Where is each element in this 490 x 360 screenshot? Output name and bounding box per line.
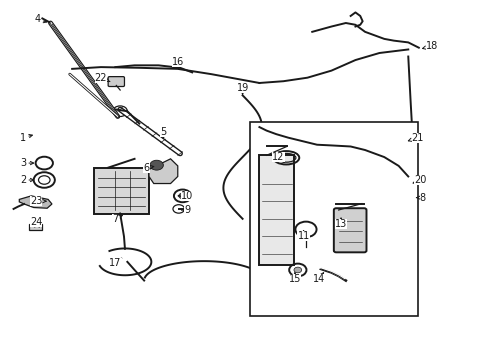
Text: 3: 3 (20, 158, 34, 168)
Text: 12: 12 (272, 152, 285, 162)
Text: 21: 21 (408, 133, 424, 143)
Text: 4: 4 (34, 14, 47, 24)
Text: 1: 1 (20, 133, 32, 143)
Text: 24: 24 (30, 217, 42, 228)
Text: 7: 7 (112, 214, 122, 224)
Text: 2: 2 (20, 175, 34, 185)
Text: 6: 6 (144, 163, 154, 173)
Text: 15: 15 (289, 273, 301, 284)
Text: 23: 23 (30, 196, 46, 206)
Text: 19: 19 (237, 83, 249, 94)
Circle shape (179, 193, 186, 199)
Text: 14: 14 (313, 273, 325, 284)
Text: 11: 11 (297, 230, 310, 242)
Text: 17: 17 (109, 258, 122, 268)
Text: 22: 22 (95, 73, 110, 83)
Polygon shape (149, 159, 178, 184)
Text: 8: 8 (416, 193, 426, 203)
Text: 18: 18 (422, 41, 439, 51)
FancyBboxPatch shape (334, 208, 367, 252)
Circle shape (150, 160, 163, 170)
Polygon shape (19, 196, 52, 208)
Bar (259, 155, 294, 265)
Bar (250, 122, 418, 316)
Text: 16: 16 (172, 57, 184, 68)
Text: 20: 20 (413, 175, 426, 185)
Text: 9: 9 (181, 205, 191, 215)
Text: 5: 5 (160, 127, 167, 138)
Bar (29, 224, 42, 230)
Circle shape (294, 267, 302, 273)
Text: 10: 10 (178, 191, 194, 201)
Text: 13: 13 (335, 218, 347, 229)
FancyBboxPatch shape (108, 77, 124, 86)
Bar (94, 168, 149, 213)
